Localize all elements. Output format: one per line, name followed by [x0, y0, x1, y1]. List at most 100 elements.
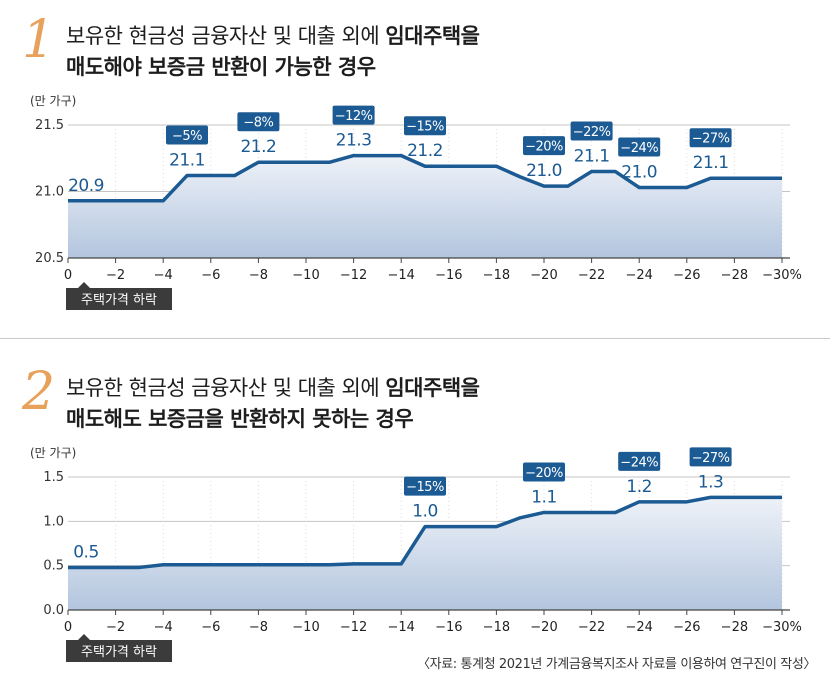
x-tick-label: −30%	[762, 268, 802, 283]
area-chart-1: 20.5 21.0 21.5 0 −2 −4 −6 −8 −10 −12 −14 −16 −18 −20 −…	[35, 105, 802, 310]
x-tick-label: −20	[530, 268, 557, 283]
x-tick-label: −12	[340, 620, 367, 635]
chart-panel-2: 2 보유한 현금성 금융자산 및 대출 외에 임대주택을 매도해도 보증금을 반…	[0, 352, 830, 682]
panel-title-line2: 매도해도 보증금을 반환하지 못하는 경우	[66, 407, 414, 431]
x-tick-label: −24	[625, 620, 652, 635]
tag-box	[166, 125, 208, 145]
x-tick-label: −10	[292, 268, 319, 283]
area-fill	[68, 497, 782, 610]
x-tick-label: −10	[292, 620, 319, 635]
data-label: 0.5	[73, 542, 99, 562]
series-line	[68, 153, 782, 203]
tag-box	[689, 128, 732, 148]
x-tick-label: −16	[435, 620, 462, 635]
x-tick-label: −20	[530, 620, 557, 635]
chart-panel-1: 1 보유한 현금성 금융자산 및 대출 외에 임대주택을 매도해야 보증금 반환…	[0, 0, 830, 330]
tag-label: −22%	[573, 125, 611, 140]
x-tick-label: −16	[435, 268, 462, 283]
data-label: 21.1	[574, 147, 610, 167]
x-tick-label: −14	[387, 620, 414, 635]
data-label: 21.1	[693, 153, 729, 173]
panel-title-line2: 매도해야 보증금 반환이 가능한 경우	[66, 55, 376, 79]
data-label: 1.0	[412, 502, 438, 522]
data-label: 21.2	[407, 141, 443, 161]
x-tick-label: −6	[201, 268, 220, 283]
x-tick-label: −2	[106, 620, 125, 635]
y-tick-label: 21.0	[35, 185, 64, 200]
tag-label: −20%	[525, 140, 563, 155]
x-axis-badge-label: 주택가격 하락	[81, 293, 157, 308]
tag-label: −24%	[620, 141, 658, 156]
x-tick-label: −26	[673, 620, 700, 635]
badge-pointer	[78, 634, 90, 640]
x-tick-label: −8	[249, 620, 268, 635]
x-axis-badge-label: 주택가격 하락	[81, 645, 157, 660]
badge-pointer	[78, 282, 90, 288]
title-bold: 임대주택을	[385, 376, 480, 400]
tag-label: −27%	[692, 451, 730, 466]
tag-box	[689, 447, 732, 467]
tag-label: −20%	[525, 466, 563, 481]
x-tick-label: −26	[673, 268, 700, 283]
data-label: 1.2	[626, 477, 652, 497]
tag-box	[404, 476, 446, 496]
x-tick-label: −30%	[762, 620, 802, 635]
x-axis-badge	[66, 288, 172, 310]
y-unit-label: (만 가구)	[30, 94, 77, 108]
x-tick-label: −28	[721, 268, 748, 283]
tag-label: −24%	[620, 455, 658, 470]
x-tick-label: −4	[154, 620, 173, 635]
data-label: 1.1	[531, 487, 557, 507]
panel-number: 2	[22, 362, 56, 422]
x-tick-label: −18	[483, 620, 510, 635]
tag-box	[618, 137, 661, 157]
x-tick-label: −18	[483, 268, 510, 283]
y-tick-label: 1.5	[43, 470, 64, 485]
tag-box	[618, 451, 661, 471]
x-tick-label: −14	[387, 268, 414, 283]
title-plain: 보유한 현금성 금융자산 및 대출 외에	[66, 24, 386, 48]
panel-divider	[0, 338, 830, 339]
tag-label: −12%	[335, 109, 373, 124]
tag-box	[523, 136, 565, 156]
y-tick-label: 20.5	[35, 251, 64, 266]
y-tick-label: 1.0	[43, 514, 64, 529]
series-line	[68, 495, 782, 570]
x-tick-label: −8	[249, 268, 268, 283]
tag-label: −8%	[243, 116, 273, 131]
panel-number: 1	[22, 10, 56, 70]
tag-box	[523, 462, 565, 482]
data-label: 21.0	[526, 161, 562, 181]
tag-box	[332, 105, 375, 125]
title-bold: 임대주택을	[385, 24, 480, 48]
tag-label: −5%	[172, 129, 202, 144]
tag-label: −15%	[406, 120, 444, 135]
x-tick-label: −12	[340, 268, 367, 283]
x-axis-badge	[66, 640, 172, 662]
data-label: 21.1	[169, 151, 205, 171]
x-tick-label: −24	[625, 268, 652, 283]
data-label: 21.0	[621, 163, 657, 183]
tag-box	[237, 112, 280, 132]
title-plain: 보유한 현금성 금융자산 및 대출 외에	[66, 376, 386, 400]
x-tick-label: 0	[64, 268, 72, 283]
x-tick-label: −2	[106, 268, 125, 283]
area-chart-2: 0.0 0.5 1.0 1.5 0 −2 −4 −6 −8 −10 −12 −14 −16 −18 −20 −…	[43, 447, 802, 662]
data-label: 21.3	[336, 131, 372, 151]
y-tick-label: 21.5	[35, 118, 64, 133]
tag-label: −15%	[406, 480, 444, 495]
x-tick-label: −4	[154, 268, 173, 283]
tag-box	[570, 121, 613, 141]
x-tick-label: −6	[201, 620, 220, 635]
panel-title-line1: 보유한 현금성 금융자산 및 대출 외에 임대주택을	[66, 372, 480, 402]
panel-title-line1: 보유한 현금성 금융자산 및 대출 외에 임대주택을	[66, 20, 480, 50]
area-fill	[68, 155, 782, 258]
data-label: 1.3	[698, 472, 724, 492]
tag-label: −27%	[692, 132, 730, 147]
y-unit-label: (만 가구)	[30, 446, 77, 460]
tag-box	[404, 116, 446, 136]
x-tick-label: −22	[578, 268, 605, 283]
source-note: 〈자료: 통계청 2021년 가계금융복지조사 자료를 이용하여 연구진이 작성…	[417, 657, 816, 672]
x-tick-label: −28	[721, 620, 748, 635]
y-tick-label: 0.0	[43, 603, 64, 618]
